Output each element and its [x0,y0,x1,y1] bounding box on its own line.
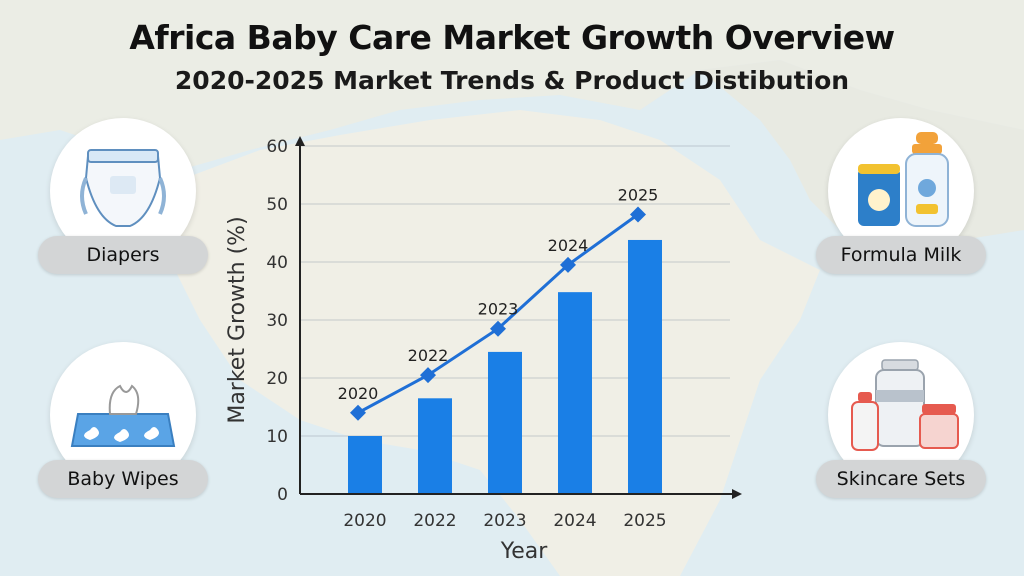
bar [418,398,452,494]
product-card-baby-wipes: Baby Wipes [38,342,208,502]
chart-subtitle: 2020-2025 Market Trends & Product Distib… [174,66,850,95]
x-tick-labels: 2020 2022 2023 2024 2025 [343,511,666,531]
trend-line-series: 2020 2022 2023 2024 2025 [338,185,659,421]
y-tick-label: 40 [266,253,288,273]
product-label-baby-wipes: Baby Wipes [38,460,208,498]
trend-point-label: 2025 [618,185,659,204]
product-card-diapers: Diapers [38,118,208,278]
x-axis-title: Year [500,539,549,564]
trend-point-label: 2023 [478,300,519,319]
y-tick-label: 0 [277,485,288,505]
bar [628,239,662,494]
baby-wipes-icon [70,384,176,447]
bar [558,292,592,494]
x-tick-label: 2020 [343,511,386,531]
diaper-icon [80,149,166,227]
y-tick-label: 20 [266,369,288,389]
y-tick-label: 60 [266,137,288,157]
trend-marker [490,320,506,337]
product-label-formula-milk: Formula Milk [816,236,986,274]
product-label-skincare-sets: Skincare Sets [816,460,986,498]
chart-title: Africa Baby Care Market Growth Overview [129,18,895,57]
y-tick-label: 50 [266,195,288,215]
bar-series [348,239,662,494]
formula-milk-icon [858,132,949,227]
y-axis-title: Market Growth (%) [225,216,250,423]
y-tick-labels: 0 10 20 30 40 50 60 [266,137,288,505]
product-card-skincare-sets: Skincare Sets [816,342,986,502]
x-tick-label: 2025 [623,511,666,531]
trend-point-label: 2024 [548,236,589,255]
bar [488,351,522,494]
x-tick-label: 2022 [413,511,456,531]
x-tick-label: 2023 [483,511,526,531]
y-tick-label: 10 [266,427,288,447]
trend-marker [560,256,576,273]
bar [348,436,382,494]
x-axis-arrow [732,489,742,499]
product-card-formula-milk: Formula Milk [816,118,986,278]
trend-point-label: 2022 [408,346,449,365]
trend-marker [350,404,366,421]
trend-marker [420,367,436,384]
trend-marker [630,206,646,223]
trend-point-label: 2020 [338,384,379,403]
skincare-sets-icon [851,359,959,451]
y-tick-label: 30 [266,311,288,331]
product-label-diapers: Diapers [38,236,208,274]
x-tick-label: 2024 [553,511,596,531]
y-axis-arrow [295,136,305,146]
